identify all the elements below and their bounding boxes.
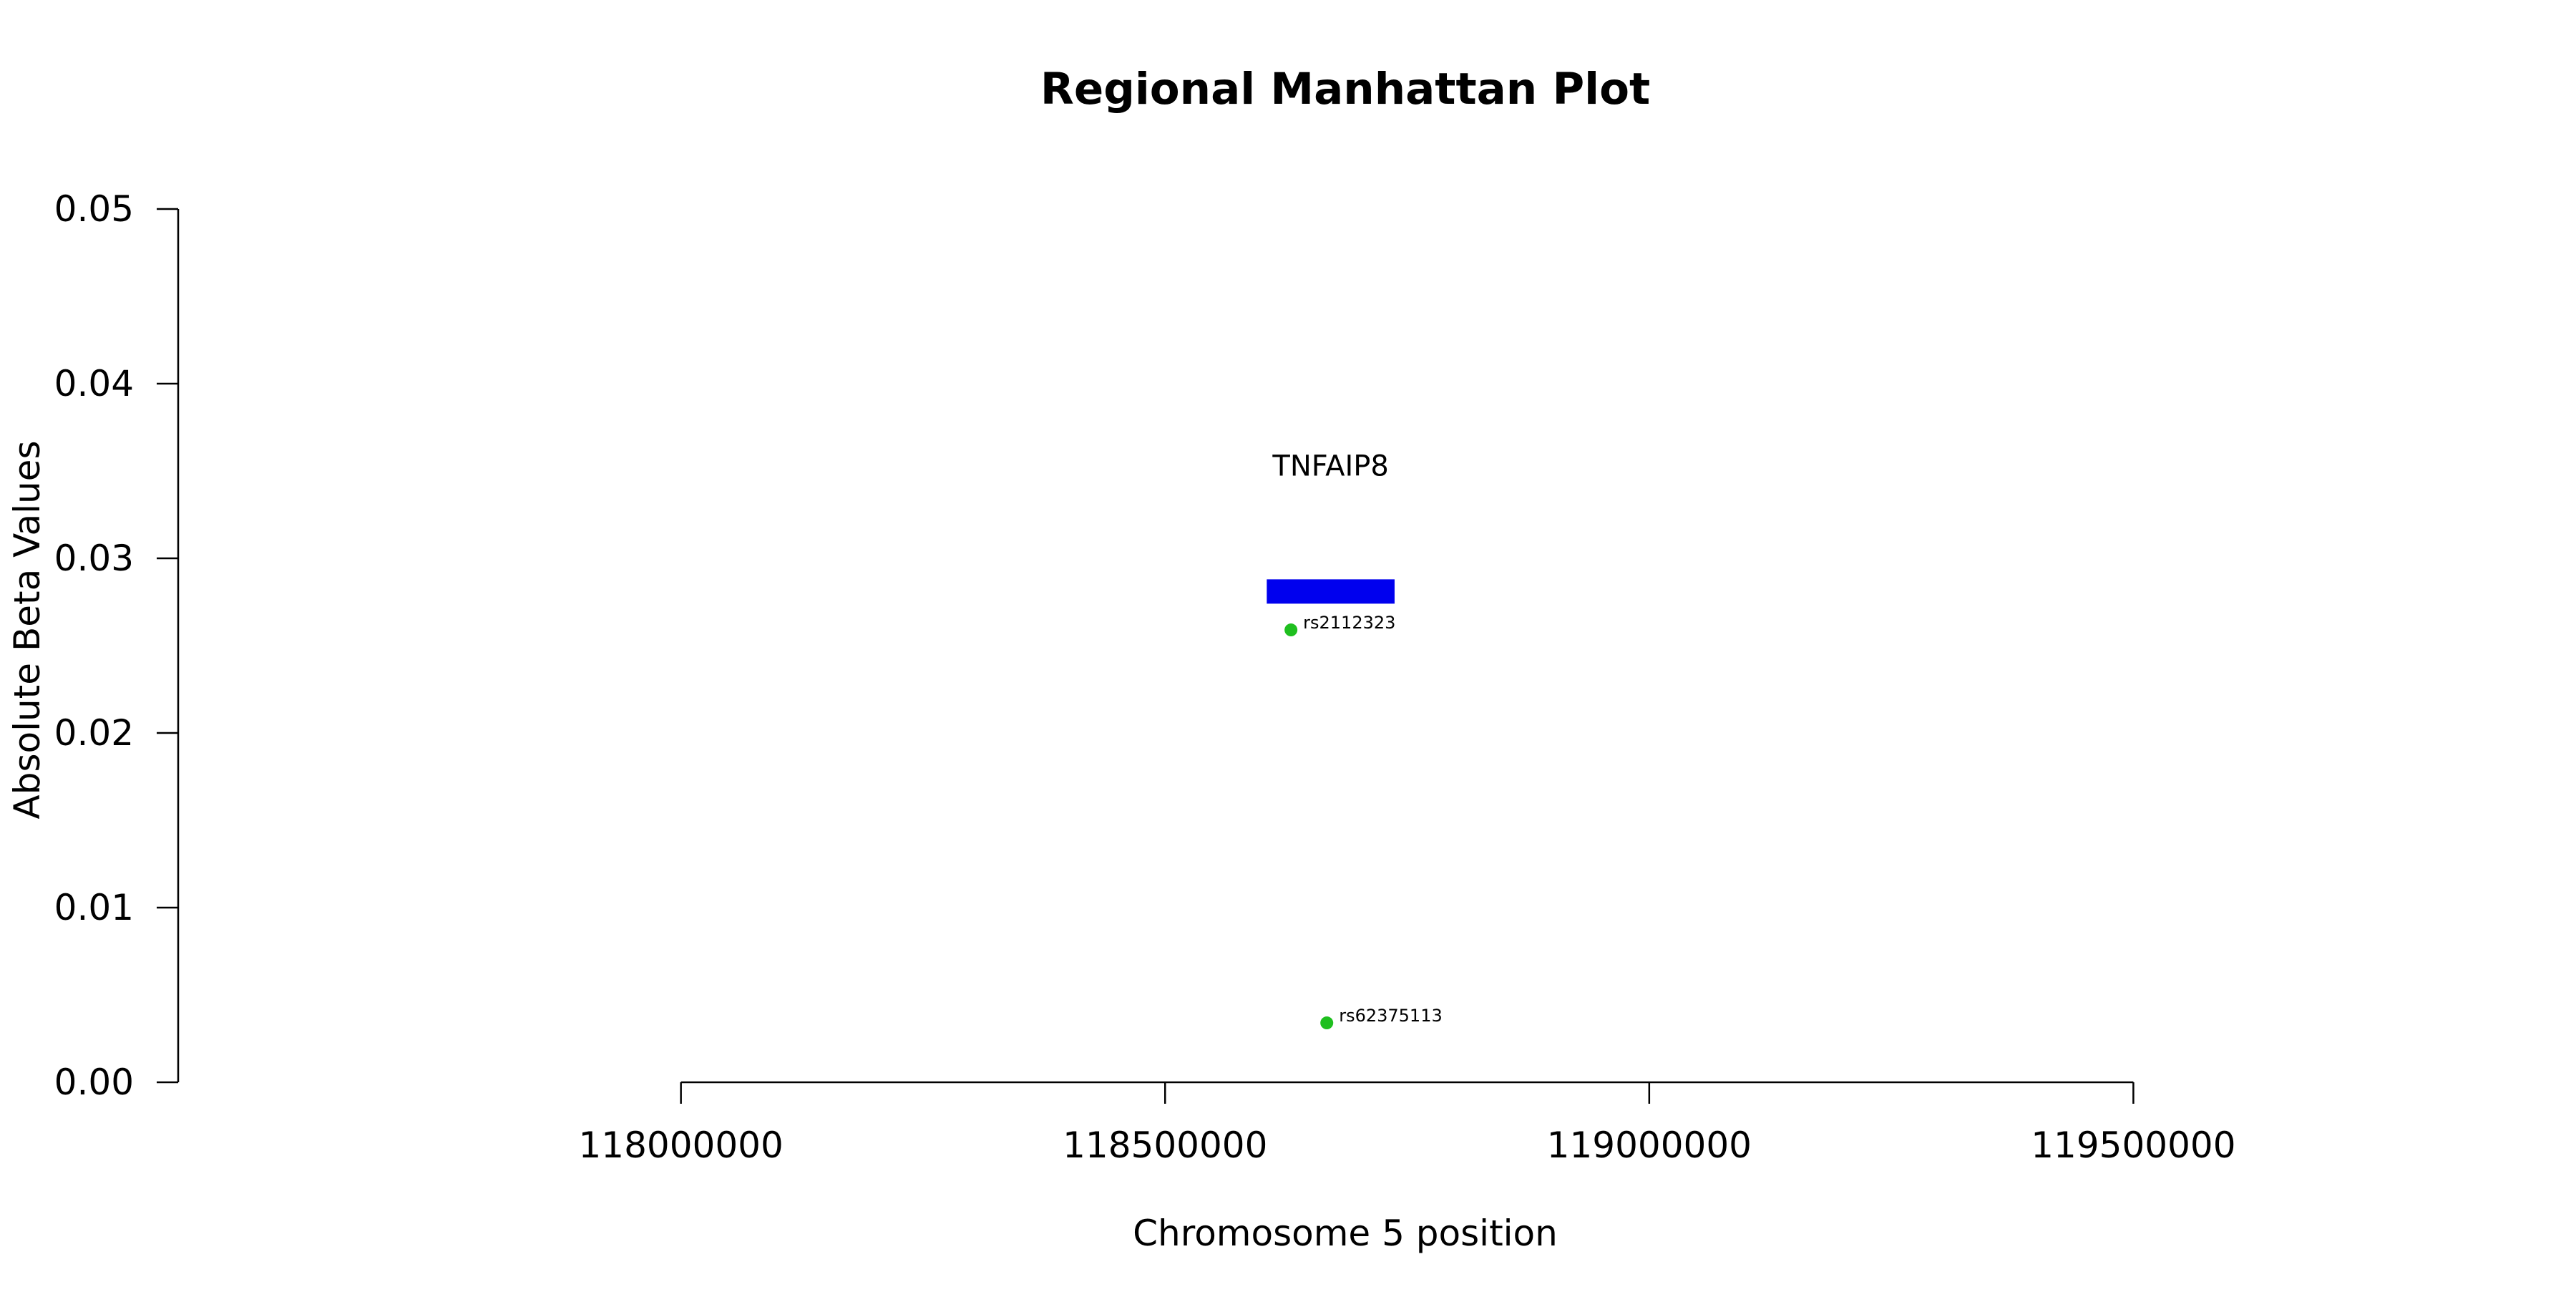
x-tick-label: 119000000 — [1547, 1125, 1752, 1166]
snp-point — [1320, 1016, 1334, 1030]
y-tick-label: 0.04 — [54, 363, 134, 404]
x-tick-label: 118500000 — [1063, 1125, 1267, 1166]
gene-bar — [1267, 579, 1395, 604]
y-axis-label: Absolute Beta Values — [6, 441, 48, 820]
snp-point — [1284, 623, 1298, 637]
x-axis-label: Chromosome 5 position — [1133, 1213, 1558, 1254]
snp-label: rs2112323 — [1303, 613, 1395, 633]
chart-title: Regional Manhattan Plot — [1040, 64, 1650, 115]
gene-label: TNFAIP8 — [1272, 450, 1388, 482]
gene-layer: TNFAIP8 — [1267, 450, 1395, 604]
x-axis: 118000000 118500000 119000000 119500000 — [578, 1081, 2236, 1166]
x-tick-label: 118000000 — [578, 1125, 783, 1166]
y-tick-label: 0.03 — [54, 538, 134, 579]
points-layer: rs2112323 rs62375113 — [1284, 613, 1443, 1030]
y-tick-label: 0.02 — [54, 712, 134, 754]
y-axis: 0.00 0.01 0.02 0.03 0.04 0.05 — [54, 188, 180, 1103]
y-tick-label: 0.05 — [54, 188, 134, 230]
snp-label: rs62375113 — [1339, 1006, 1443, 1026]
y-tick-label: 0.00 — [54, 1062, 134, 1103]
y-tick-label: 0.01 — [54, 887, 134, 928]
x-tick-label: 119500000 — [2031, 1125, 2235, 1166]
